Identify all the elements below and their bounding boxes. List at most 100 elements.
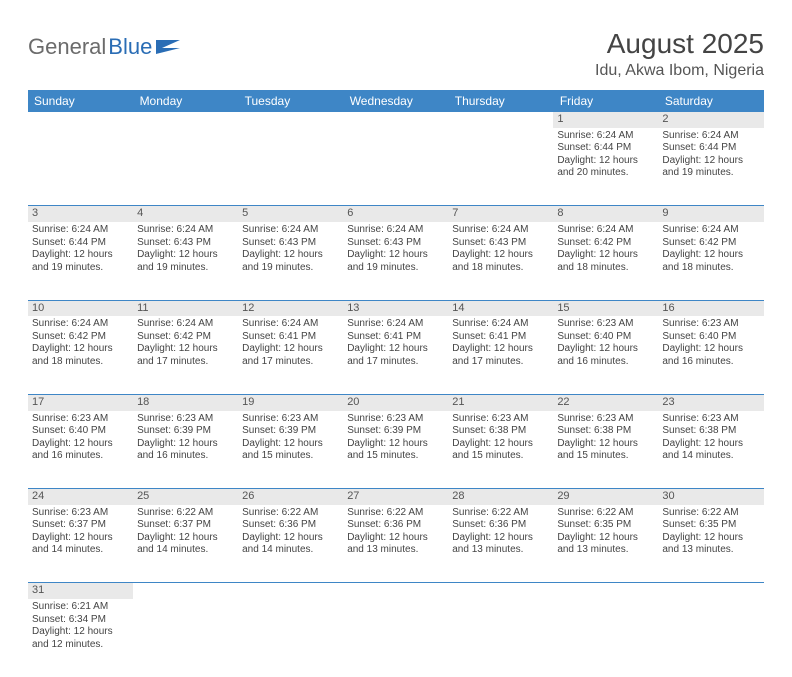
daynum-row: 31 xyxy=(28,583,764,599)
sunset-line: Sunset: 6:39 PM xyxy=(137,425,234,438)
sunset-line: Sunset: 6:40 PM xyxy=(557,331,654,344)
day-detail-cell: Sunrise: 6:22 AMSunset: 6:35 PMDaylight:… xyxy=(658,505,763,583)
day-number-cell: 20 xyxy=(343,394,448,410)
sunset-line: Sunset: 6:44 PM xyxy=(557,142,654,155)
daylight-line: Daylight: 12 hours and 16 minutes. xyxy=(137,438,234,463)
sunset-line: Sunset: 6:34 PM xyxy=(32,614,129,627)
day-number-cell: 14 xyxy=(448,300,553,316)
day-number-cell xyxy=(553,583,658,599)
day-detail-cell: Sunrise: 6:24 AMSunset: 6:44 PMDaylight:… xyxy=(553,128,658,206)
sunset-line: Sunset: 6:43 PM xyxy=(452,237,549,250)
weekday-header: Wednesday xyxy=(343,90,448,112)
day-detail-cell: Sunrise: 6:24 AMSunset: 6:42 PMDaylight:… xyxy=(658,222,763,300)
day-number-cell: 27 xyxy=(343,489,448,505)
day-detail-cell: Sunrise: 6:24 AMSunset: 6:43 PMDaylight:… xyxy=(448,222,553,300)
sunrise-line: Sunrise: 6:24 AM xyxy=(557,130,654,143)
sunset-line: Sunset: 6:36 PM xyxy=(347,519,444,532)
day-number-cell: 3 xyxy=(28,206,133,222)
day-detail-cell: Sunrise: 6:23 AMSunset: 6:39 PMDaylight:… xyxy=(238,411,343,489)
sunset-line: Sunset: 6:36 PM xyxy=(452,519,549,532)
daylight-line: Daylight: 12 hours and 14 minutes. xyxy=(32,532,129,557)
day-number-cell: 16 xyxy=(658,300,763,316)
day-detail-cell: Sunrise: 6:24 AMSunset: 6:44 PMDaylight:… xyxy=(28,222,133,300)
sunrise-line: Sunrise: 6:23 AM xyxy=(32,413,129,426)
sunset-line: Sunset: 6:35 PM xyxy=(557,519,654,532)
daynum-row: 3456789 xyxy=(28,206,764,222)
day-detail-cell: Sunrise: 6:24 AMSunset: 6:44 PMDaylight:… xyxy=(658,128,763,206)
sunset-line: Sunset: 6:37 PM xyxy=(137,519,234,532)
day-number-cell: 18 xyxy=(133,394,238,410)
brand-part2: Blue xyxy=(108,34,152,60)
sunset-line: Sunset: 6:38 PM xyxy=(452,425,549,438)
sunrise-line: Sunrise: 6:24 AM xyxy=(32,318,129,331)
detail-row: Sunrise: 6:24 AMSunset: 6:44 PMDaylight:… xyxy=(28,128,764,206)
day-detail-cell: Sunrise: 6:24 AMSunset: 6:41 PMDaylight:… xyxy=(238,316,343,394)
daylight-line: Daylight: 12 hours and 15 minutes. xyxy=(242,438,339,463)
daynum-row: 17181920212223 xyxy=(28,394,764,410)
sunrise-line: Sunrise: 6:22 AM xyxy=(347,507,444,520)
sunset-line: Sunset: 6:40 PM xyxy=(662,331,759,344)
day-detail-cell: Sunrise: 6:24 AMSunset: 6:43 PMDaylight:… xyxy=(133,222,238,300)
day-number-cell: 31 xyxy=(28,583,133,599)
sunrise-line: Sunrise: 6:23 AM xyxy=(137,413,234,426)
sunrise-line: Sunrise: 6:23 AM xyxy=(32,507,129,520)
day-number-cell xyxy=(133,583,238,599)
day-detail-cell xyxy=(553,599,658,677)
day-number-cell: 4 xyxy=(133,206,238,222)
day-number-cell xyxy=(343,112,448,128)
sunrise-line: Sunrise: 6:24 AM xyxy=(452,224,549,237)
daylight-line: Daylight: 12 hours and 15 minutes. xyxy=(347,438,444,463)
sunrise-line: Sunrise: 6:22 AM xyxy=(557,507,654,520)
sunset-line: Sunset: 6:41 PM xyxy=(452,331,549,344)
day-number-cell: 17 xyxy=(28,394,133,410)
day-number-cell xyxy=(343,583,448,599)
sunset-line: Sunset: 6:42 PM xyxy=(557,237,654,250)
daylight-line: Daylight: 12 hours and 17 minutes. xyxy=(347,343,444,368)
daylight-line: Daylight: 12 hours and 18 minutes. xyxy=(557,249,654,274)
day-number-cell xyxy=(448,583,553,599)
day-detail-cell: Sunrise: 6:21 AMSunset: 6:34 PMDaylight:… xyxy=(28,599,133,677)
daylight-line: Daylight: 12 hours and 12 minutes. xyxy=(32,626,129,651)
daylight-line: Daylight: 12 hours and 14 minutes. xyxy=(242,532,339,557)
sunrise-line: Sunrise: 6:24 AM xyxy=(32,224,129,237)
day-number-cell: 25 xyxy=(133,489,238,505)
sunset-line: Sunset: 6:37 PM xyxy=(32,519,129,532)
sunset-line: Sunset: 6:38 PM xyxy=(662,425,759,438)
month-title: August 2025 xyxy=(595,28,764,60)
day-detail-cell xyxy=(448,128,553,206)
sunrise-line: Sunrise: 6:24 AM xyxy=(662,224,759,237)
day-detail-cell: Sunrise: 6:22 AMSunset: 6:36 PMDaylight:… xyxy=(448,505,553,583)
daylight-line: Daylight: 12 hours and 18 minutes. xyxy=(662,249,759,274)
day-number-cell xyxy=(448,112,553,128)
sunset-line: Sunset: 6:40 PM xyxy=(32,425,129,438)
day-detail-cell: Sunrise: 6:23 AMSunset: 6:38 PMDaylight:… xyxy=(448,411,553,489)
weekday-header: Tuesday xyxy=(238,90,343,112)
day-number-cell: 11 xyxy=(133,300,238,316)
weekday-header: Saturday xyxy=(658,90,763,112)
sunset-line: Sunset: 6:39 PM xyxy=(347,425,444,438)
daylight-line: Daylight: 12 hours and 15 minutes. xyxy=(452,438,549,463)
sunrise-line: Sunrise: 6:22 AM xyxy=(242,507,339,520)
detail-row: Sunrise: 6:21 AMSunset: 6:34 PMDaylight:… xyxy=(28,599,764,677)
sunset-line: Sunset: 6:44 PM xyxy=(32,237,129,250)
weekday-header: Friday xyxy=(553,90,658,112)
day-detail-cell: Sunrise: 6:22 AMSunset: 6:37 PMDaylight:… xyxy=(133,505,238,583)
daylight-line: Daylight: 12 hours and 17 minutes. xyxy=(242,343,339,368)
daynum-row: 12 xyxy=(28,112,764,128)
day-number-cell: 8 xyxy=(553,206,658,222)
day-number-cell: 23 xyxy=(658,394,763,410)
sunrise-line: Sunrise: 6:22 AM xyxy=(452,507,549,520)
calendar-body: 12Sunrise: 6:24 AMSunset: 6:44 PMDayligh… xyxy=(28,112,764,677)
day-detail-cell: Sunrise: 6:24 AMSunset: 6:42 PMDaylight:… xyxy=(28,316,133,394)
daylight-line: Daylight: 12 hours and 19 minutes. xyxy=(347,249,444,274)
sunrise-line: Sunrise: 6:24 AM xyxy=(137,318,234,331)
sunrise-line: Sunrise: 6:24 AM xyxy=(347,224,444,237)
sunrise-line: Sunrise: 6:23 AM xyxy=(662,318,759,331)
weekday-header: Thursday xyxy=(448,90,553,112)
sunrise-line: Sunrise: 6:22 AM xyxy=(662,507,759,520)
daylight-line: Daylight: 12 hours and 16 minutes. xyxy=(32,438,129,463)
sunrise-line: Sunrise: 6:24 AM xyxy=(242,224,339,237)
day-detail-cell: Sunrise: 6:22 AMSunset: 6:36 PMDaylight:… xyxy=(238,505,343,583)
day-number-cell: 9 xyxy=(658,206,763,222)
flag-icon xyxy=(156,38,182,56)
